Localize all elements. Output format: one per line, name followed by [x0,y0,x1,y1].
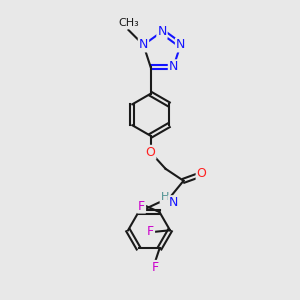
Text: O: O [146,146,155,159]
Text: F: F [147,225,154,238]
Text: N: N [168,196,178,209]
Text: N: N [176,38,185,52]
Text: N: N [157,25,167,38]
Text: O: O [196,167,206,180]
Text: CH₃: CH₃ [118,18,139,28]
Text: N: N [169,60,178,73]
Text: F: F [152,261,159,274]
Text: N: N [139,38,148,52]
Text: F: F [138,200,145,213]
Text: H: H [160,192,169,202]
